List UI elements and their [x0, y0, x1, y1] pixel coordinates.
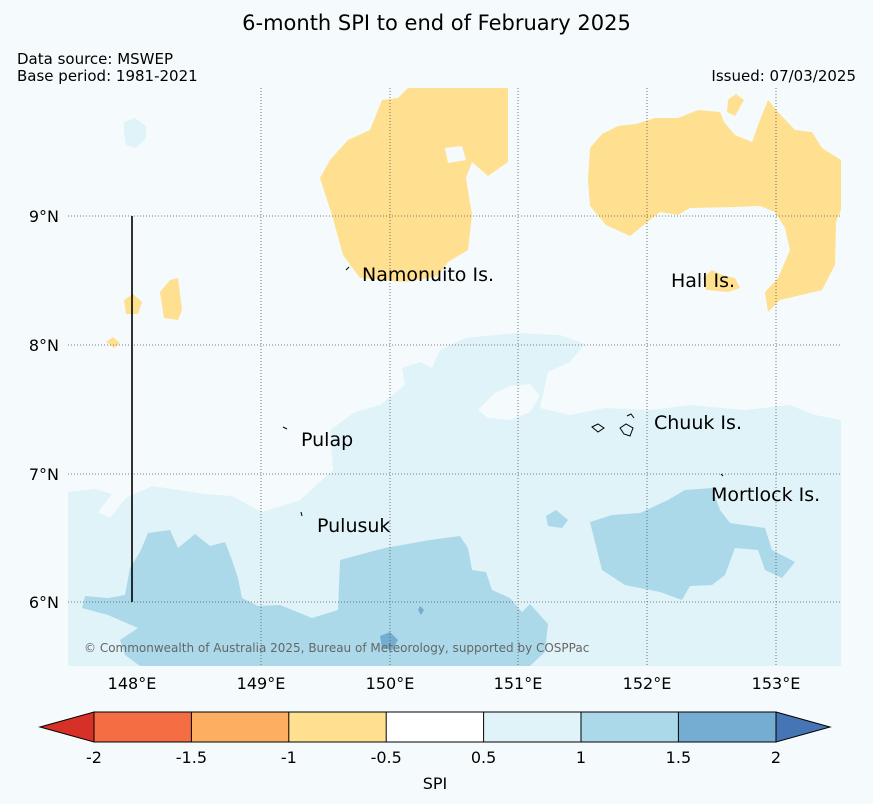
lon-label: 153°E [752, 674, 801, 693]
colorbar-extend-high [775, 711, 832, 743]
island-chuuk-reef [591, 413, 635, 437]
place-label-chuuk: Chuuk Is. [654, 412, 742, 434]
colorbar-tick: 1.5 [666, 748, 691, 767]
colorbar-tick: -0.5 [371, 748, 402, 767]
lat-label: 8°N [29, 336, 59, 355]
lat-label: 6°N [29, 593, 59, 612]
spi-region-yellow-w2 [124, 294, 142, 314]
colorbar-bin [386, 712, 484, 742]
place-label-pulusuk: Pulusuk [317, 515, 390, 537]
colorbar-extend-low [38, 711, 95, 743]
colorbar-bin [483, 712, 581, 742]
island-mortlock [720, 473, 724, 477]
spi-region-light-blue-small [124, 118, 146, 148]
colorbar-tick: -1.5 [176, 748, 207, 767]
lon-label: 152°E [623, 674, 672, 693]
island-pulusuk [300, 511, 303, 517]
colorbar-bin [191, 712, 289, 742]
colorbar-tick: 1 [576, 748, 586, 767]
colorbar-tick: 2 [771, 748, 781, 767]
spi-region-medium-blue-west [82, 530, 548, 666]
spi-region-medium-blue-east [590, 488, 795, 600]
gridlines [68, 88, 841, 666]
lat-label: 9°N [29, 207, 59, 226]
colorbar-tick: -1 [281, 748, 297, 767]
spi-region-dark-blue [380, 632, 398, 650]
lon-label: 150°E [366, 674, 415, 693]
island-pulap [282, 426, 288, 430]
issued-date: Issued: 07/03/2025 [711, 67, 856, 85]
spi-region-yellow-strip [727, 94, 744, 116]
spi-region-dark-blue-small [418, 606, 424, 615]
copyright-notice: © Commonwealth of Australia 2025, Bureau… [84, 641, 589, 655]
island-outlines [282, 266, 724, 517]
colorbar-tick: -2 [86, 748, 102, 767]
lat-label: 7°N [29, 465, 59, 484]
colorbar-bin [678, 712, 776, 742]
colorbar: -2 -1.5 -1 -0.5 0.5 1 1.5 2 SPI [38, 711, 832, 793]
place-label-pulap: Pulap [301, 429, 353, 451]
colorbar-bin [94, 712, 192, 742]
lon-label: 151°E [494, 674, 543, 693]
place-label-hall: Hall Is. [671, 270, 735, 292]
spi-region-white-patch [478, 384, 540, 420]
colorbar-bin [288, 712, 387, 742]
spi-region-medium-blue-small [546, 510, 568, 528]
data-source: Data source: MSWEP [17, 50, 174, 68]
spi-region-yellow-hall [703, 270, 740, 292]
lon-label: 148°E [108, 674, 157, 693]
lon-label: 149°E [237, 674, 286, 693]
spi-region-yellow-hole [445, 146, 466, 163]
spi-region-yellow-w1 [160, 278, 182, 320]
spi-region-yellow-central [320, 88, 508, 282]
colorbar-label: SPI [423, 774, 448, 793]
base-period: Base period: 1981-2021 [17, 67, 198, 85]
place-label-namonuito: Namonuito Is. [362, 264, 494, 286]
place-label-mortlock: Mortlock Is. [711, 484, 820, 506]
spi-region-yellow-east [588, 100, 841, 312]
colorbar-tick: 0.5 [471, 748, 496, 767]
colorbar-bin [581, 712, 679, 742]
island-namonuito [345, 266, 350, 271]
map-title: 6-month SPI to end of February 2025 [242, 11, 631, 35]
